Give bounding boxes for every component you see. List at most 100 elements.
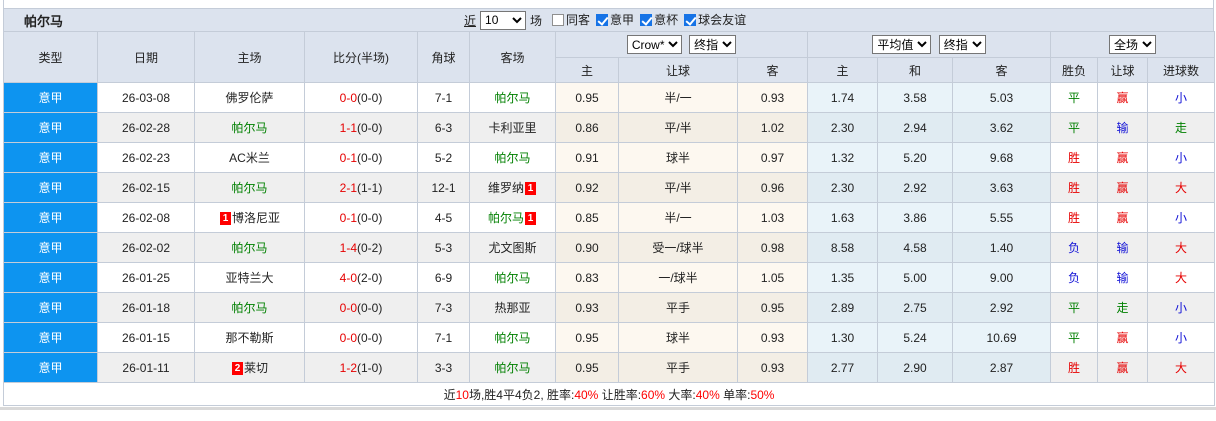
halftime-score: (1-0): [357, 360, 383, 375]
euro-home-odds-cell: 2.30: [807, 172, 879, 203]
checkbox-checked-icon[interactable]: [640, 13, 653, 26]
fulltime-score: 1-1: [339, 120, 357, 135]
filter-item-2: 意杯: [640, 11, 678, 28]
league-type-cell: 意甲: [3, 292, 98, 323]
winloss-result-cell: 负: [1050, 232, 1099, 263]
team-name[interactable]: 帕尔马: [494, 91, 531, 105]
handicap-result-cell: 赢: [1097, 352, 1149, 383]
summary-segment: 60%: [641, 387, 666, 402]
fulltime-score: 4-0: [339, 270, 357, 285]
home-team-cell: 帕尔马: [194, 172, 305, 203]
euro-away-odds-cell: 9.00: [952, 262, 1052, 293]
away-team-cell: 帕尔马 1: [469, 202, 556, 233]
home-team-cell: 亚特兰大: [194, 262, 305, 293]
away-team-cell: 维罗纳 1: [469, 172, 556, 203]
col-header-type: 类型: [3, 31, 98, 83]
team-name[interactable]: 帕尔马: [231, 121, 268, 135]
home-team-cell: 那不勒斯: [194, 322, 305, 353]
date-cell: 26-02-08: [97, 202, 195, 233]
asian-away-odds-cell: 0.93: [736, 322, 809, 353]
corners-cell: 5-3: [417, 232, 470, 263]
checkbox-unchecked-icon[interactable]: [552, 13, 565, 26]
euro-home-odds-cell: 1.63: [807, 202, 879, 233]
euro-draw-odds-cell: 5.24: [877, 322, 954, 353]
team-name[interactable]: AC米兰: [229, 151, 270, 165]
goals-result-cell: 小: [1147, 292, 1216, 323]
handicap-result-cell: 赢: [1097, 142, 1149, 173]
col-header-away: 客场: [469, 31, 556, 83]
team-name[interactable]: 维罗纳: [487, 181, 524, 195]
asian-home-odds-cell: 0.92: [555, 172, 619, 203]
team-name[interactable]: 尤文图斯: [488, 241, 537, 255]
team-name[interactable]: 博洛尼亚: [231, 211, 280, 225]
checkbox-checked-icon[interactable]: [596, 13, 609, 26]
team-name[interactable]: 帕尔马: [231, 181, 268, 195]
team-name[interactable]: 帕尔马: [494, 151, 531, 165]
asian-home-odds-cell: 0.91: [555, 142, 619, 173]
summary-segment: 40%: [695, 387, 720, 402]
euro-draw-odds-cell: 2.94: [877, 112, 954, 143]
team-name[interactable]: 帕尔马: [487, 211, 524, 225]
home-team-cell: 2 莱切: [194, 352, 305, 383]
summary-row: 近10场,胜4平4负2, 胜率:40% 让胜率:60% 大率:40% 单率:50…: [2, 382, 1216, 406]
halftime-score: (0-2): [357, 240, 383, 255]
team-name[interactable]: 帕尔马: [231, 301, 268, 315]
score-cell: 2-1(1-1): [304, 172, 418, 203]
asian-odds-stage-select[interactable]: 终指: [689, 35, 737, 54]
fulltime-score: 0-0: [339, 90, 357, 105]
table-row: 意甲 26-02-28 帕尔马 1-1(0-0) 6-3 卡利亚里 0.86 平…: [3, 112, 1216, 143]
corners-cell: 6-9: [417, 262, 470, 293]
bottom-divider: [0, 407, 1216, 410]
goals-result-cell: 走: [1147, 112, 1216, 143]
league-type-cell: 意甲: [3, 352, 98, 383]
asian-handicap-cell: 半/一: [618, 202, 738, 233]
asian-handicap-cell: 平/半: [618, 172, 738, 203]
euro-odds-stage-select[interactable]: 终指: [938, 35, 986, 54]
col-header-euro-home: 主: [807, 57, 879, 83]
fulltime-scope-select[interactable]: 全场: [1109, 35, 1157, 54]
handicap-result-cell: 输: [1097, 232, 1149, 263]
asian-away-odds-cell: 0.93: [736, 82, 809, 113]
team-name[interactable]: 热那亚: [494, 301, 531, 315]
goals-result-cell: 小: [1147, 322, 1216, 353]
team-name[interactable]: 莱切: [243, 361, 268, 375]
corners-cell: 4-5: [417, 202, 470, 233]
team-name[interactable]: 帕尔马: [494, 271, 531, 285]
score-cell: 0-1(0-0): [304, 202, 418, 233]
winloss-result-cell: 胜: [1050, 202, 1099, 233]
bookmaker-select[interactable]: Crow*: [626, 35, 682, 54]
score-cell: 1-4(0-2): [304, 232, 418, 263]
home-team-cell: 帕尔马: [194, 232, 305, 263]
euro-home-odds-cell: 1.30: [807, 322, 879, 353]
team-name[interactable]: 帕尔马: [494, 361, 531, 375]
asian-handicap-cell: 受一/球半: [618, 232, 738, 263]
table-row: 意甲 26-02-08 1 博洛尼亚 0-1(0-0) 4-5 帕尔马 1 0.85…: [3, 202, 1216, 233]
asian-away-odds-cell: 0.96: [736, 172, 809, 203]
checkbox-checked-icon[interactable]: [684, 13, 697, 26]
team-name[interactable]: 卡利亚里: [488, 121, 537, 135]
team-name[interactable]: 帕尔马: [231, 241, 268, 255]
team-name[interactable]: 佛罗伦萨: [225, 91, 274, 105]
corners-cell: 7-3: [417, 292, 470, 323]
table-row: 意甲 26-01-25 亚特兰大 4-0(2-0) 6-9 帕尔马 0.83 一…: [3, 262, 1216, 293]
euro-average-select[interactable]: 平均值: [872, 35, 932, 54]
score-cell: 0-0(0-0): [304, 292, 418, 323]
euro-draw-odds-cell: 4.58: [877, 232, 954, 263]
home-team-cell: AC米兰: [194, 142, 305, 173]
team-name[interactable]: 亚特兰大: [225, 271, 274, 285]
goals-result-cell: 大: [1147, 172, 1216, 203]
team-name[interactable]: 帕尔马: [494, 331, 531, 345]
recent-link[interactable]: 近: [464, 13, 477, 28]
asian-home-odds-cell: 0.85: [555, 202, 619, 233]
asian-home-odds-cell: 0.93: [555, 292, 619, 323]
handicap-result-cell: 赢: [1097, 322, 1149, 353]
recent-count-select[interactable]: 10: [480, 10, 527, 30]
asian-odds-group-header: Crow* 终指: [554, 31, 809, 58]
filter-label: 意甲: [610, 13, 635, 28]
away-team-cell: 帕尔马: [469, 142, 556, 173]
filter-label: 球会友谊: [698, 13, 747, 28]
score-cell: 0-0(0-0): [304, 82, 418, 113]
col-header-euro-draw: 和: [877, 57, 954, 83]
corners-cell: 7-1: [417, 322, 470, 353]
team-name[interactable]: 那不勒斯: [225, 331, 274, 345]
